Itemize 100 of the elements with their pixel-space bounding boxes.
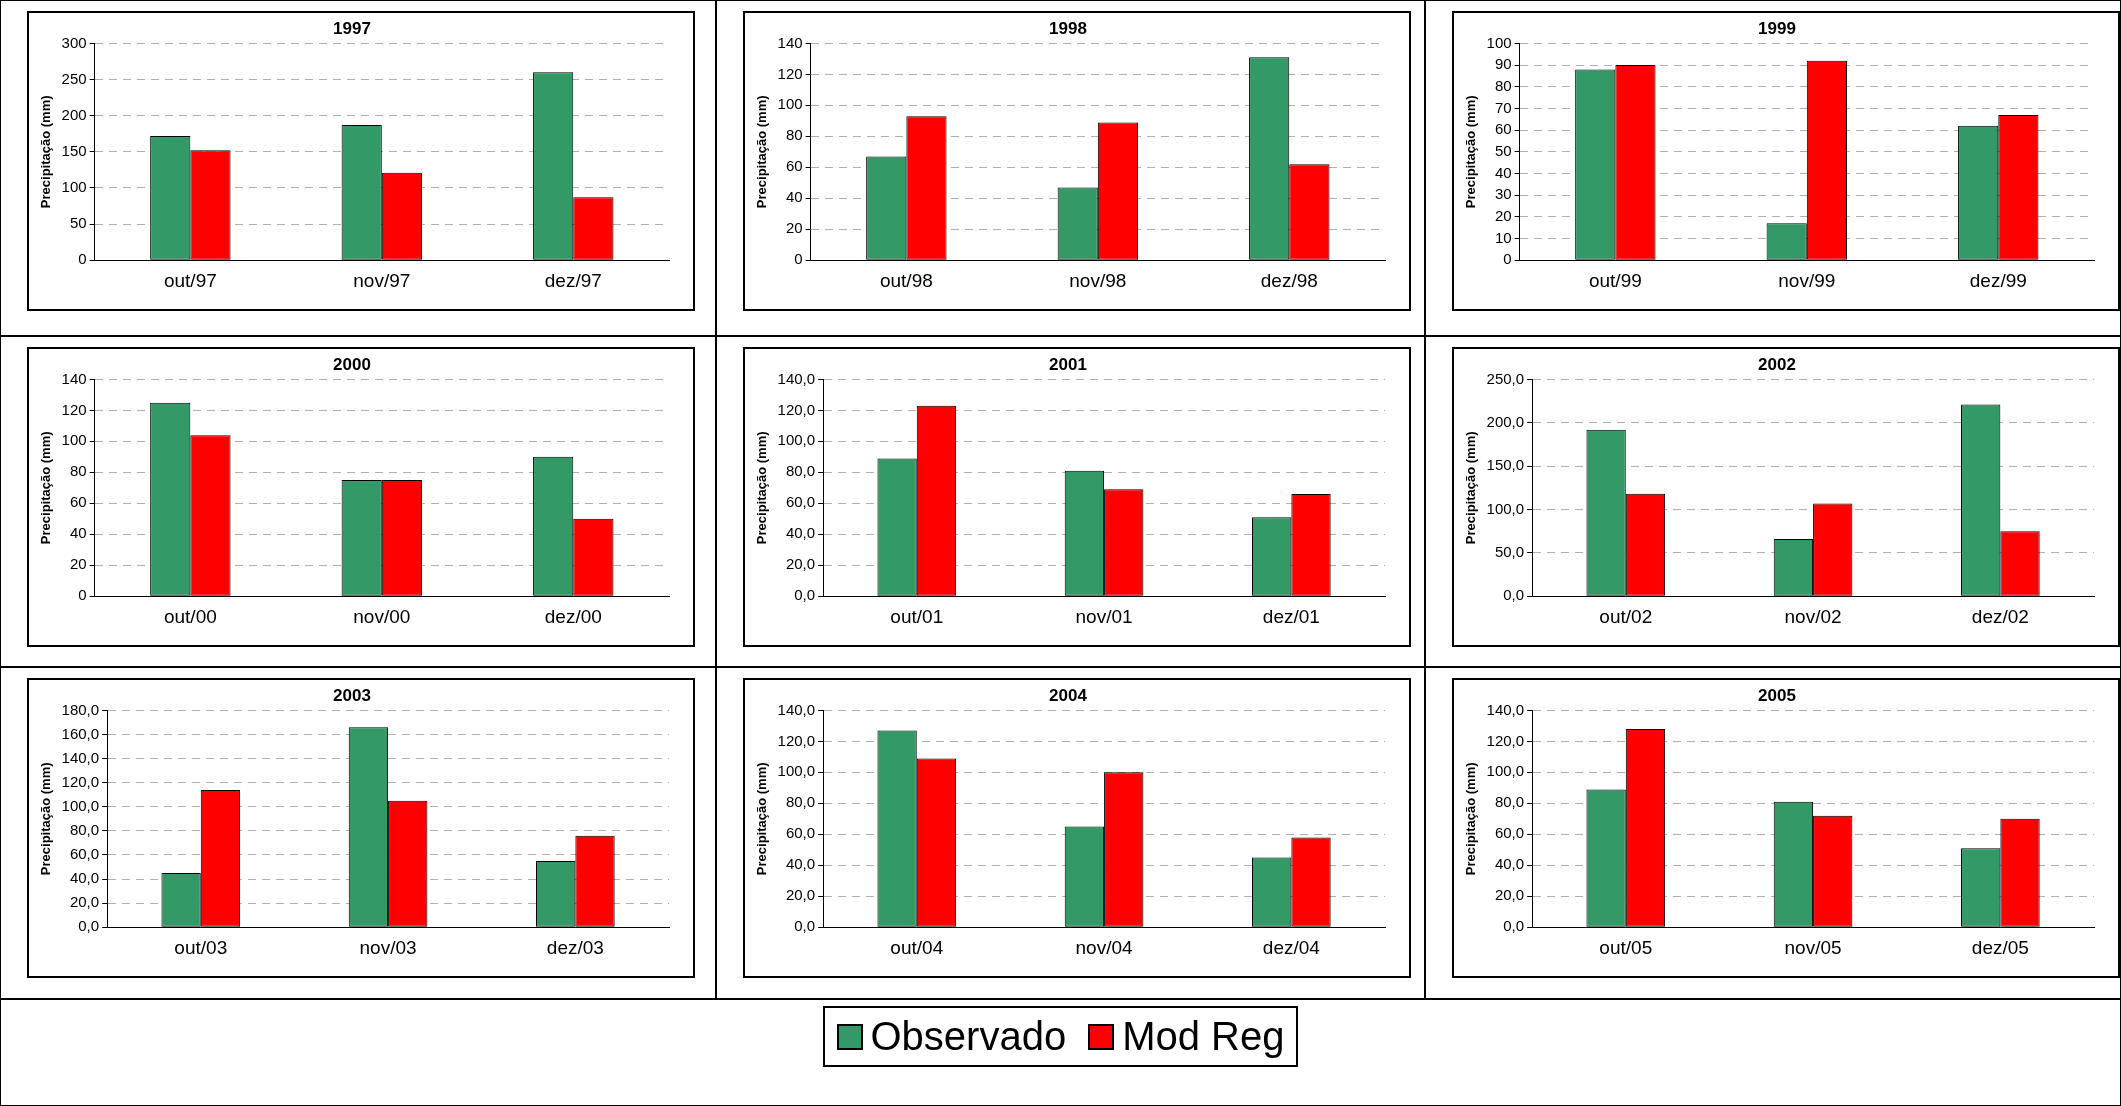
y-axis-title: Precipitação (mm) bbox=[754, 95, 770, 209]
y-tick-label: 100 bbox=[777, 95, 803, 113]
y-tick-label: 60,0 bbox=[785, 493, 816, 511]
y-tick-label: 40,0 bbox=[69, 869, 100, 887]
y-tick-label: 140 bbox=[777, 33, 803, 51]
x-tick-label: out/00 bbox=[163, 605, 217, 627]
y-tick-label: 20 bbox=[69, 555, 87, 573]
x-tick-label: dez/03 bbox=[546, 936, 604, 958]
y-tick-label: 40 bbox=[1494, 163, 1512, 181]
x-tick-label: dez/98 bbox=[1260, 269, 1318, 291]
x-tick-label: dez/00 bbox=[544, 605, 602, 627]
x-tick-label: dez/99 bbox=[1969, 269, 2027, 291]
y-tick-label: 60 bbox=[1494, 120, 1512, 138]
y-axis-title: Precipitação (mm) bbox=[1463, 431, 1479, 545]
y-tick-label: 0,0 bbox=[1503, 586, 1525, 604]
y-tick-label: 160,0 bbox=[61, 724, 100, 742]
chart-title: 1998 bbox=[1049, 18, 1087, 38]
x-tick-label: out/02 bbox=[1599, 605, 1653, 627]
x-tick-label: nov/01 bbox=[1075, 605, 1133, 627]
y-tick-label: 70 bbox=[1494, 98, 1512, 116]
x-tick-label: out/04 bbox=[890, 936, 944, 958]
chart-title: 1999 bbox=[1758, 18, 1796, 38]
y-tick-label: 100,0 bbox=[777, 431, 816, 449]
y-tick-label: 50 bbox=[69, 214, 87, 232]
y-axis-title: Precipitação (mm) bbox=[1463, 762, 1479, 876]
y-tick-label: 100,0 bbox=[777, 762, 816, 780]
y-tick-label: 20,0 bbox=[1494, 886, 1525, 904]
y-tick-label: 100,0 bbox=[1486, 762, 1525, 780]
y-tick-label: 50,0 bbox=[1494, 542, 1525, 560]
y-tick-label: 300 bbox=[61, 33, 87, 51]
x-tick-label: dez/04 bbox=[1262, 936, 1321, 958]
y-tick-label: 40,0 bbox=[785, 855, 816, 873]
x-tick-label: dez/01 bbox=[1262, 605, 1320, 627]
x-tick-label: nov/99 bbox=[1778, 269, 1836, 291]
legend-label: Mod Reg bbox=[1122, 1014, 1285, 1059]
y-tick-label: 20 bbox=[1494, 206, 1512, 224]
x-tick-label: nov/00 bbox=[353, 605, 411, 627]
x-tick-label: nov/04 bbox=[1075, 936, 1134, 958]
y-tick-label: 120,0 bbox=[777, 731, 816, 749]
y-tick-label: 80,0 bbox=[785, 462, 816, 480]
y-tick-label: 150 bbox=[61, 141, 87, 159]
x-tick-label: out/01 bbox=[890, 605, 944, 627]
y-tick-label: 0,0 bbox=[794, 917, 816, 935]
chart-title: 2005 bbox=[1758, 685, 1796, 705]
y-tick-label: 80 bbox=[69, 462, 87, 480]
x-tick-label: nov/98 bbox=[1069, 269, 1127, 291]
chart-title: 2002 bbox=[1758, 354, 1796, 374]
y-tick-label: 100 bbox=[1486, 33, 1512, 51]
y-axis-title: Precipitação (mm) bbox=[38, 431, 54, 545]
y-tick-label: 100 bbox=[61, 431, 87, 449]
y-tick-label: 120 bbox=[61, 400, 87, 418]
y-tick-label: 50 bbox=[1494, 141, 1512, 159]
y-tick-label: 200 bbox=[61, 105, 87, 123]
y-tick-label: 0 bbox=[1503, 250, 1512, 268]
y-tick-label: 60,0 bbox=[785, 824, 816, 842]
x-tick-label: nov/03 bbox=[359, 936, 417, 958]
y-tick-label: 60 bbox=[69, 493, 87, 511]
y-tick-label: 20,0 bbox=[69, 893, 100, 911]
legend-label: Observado bbox=[870, 1014, 1067, 1059]
y-tick-label: 0 bbox=[78, 586, 87, 604]
y-tick-label: 140 bbox=[61, 369, 87, 387]
y-tick-label: 0,0 bbox=[1503, 917, 1525, 935]
x-tick-label: out/05 bbox=[1599, 936, 1653, 958]
chart-title: 2003 bbox=[333, 685, 371, 705]
x-tick-label: out/03 bbox=[174, 936, 228, 958]
y-axis-title: Precipitação (mm) bbox=[1463, 95, 1479, 209]
x-tick-label: nov/05 bbox=[1784, 936, 1842, 958]
chart-title: 1997 bbox=[333, 18, 371, 38]
y-tick-label: 10 bbox=[1494, 228, 1512, 246]
y-tick-label: 60 bbox=[785, 157, 803, 175]
chart-title: 2001 bbox=[1049, 354, 1087, 374]
y-tick-label: 60,0 bbox=[1494, 824, 1525, 842]
y-tick-label: 40,0 bbox=[1494, 855, 1525, 873]
y-tick-label: 40,0 bbox=[785, 524, 816, 542]
x-tick-label: dez/05 bbox=[1971, 936, 2029, 958]
y-tick-label: 180,0 bbox=[61, 700, 100, 718]
y-tick-label: 200,0 bbox=[1486, 412, 1525, 430]
y-tick-label: 40 bbox=[785, 188, 803, 206]
y-tick-label: 140,0 bbox=[61, 748, 100, 766]
y-tick-label: 140,0 bbox=[1486, 700, 1525, 718]
y-tick-label: 60,0 bbox=[69, 845, 100, 863]
y-tick-label: 80 bbox=[1494, 76, 1512, 94]
x-tick-label: out/98 bbox=[879, 269, 933, 291]
y-tick-label: 80 bbox=[785, 126, 803, 144]
y-tick-label: 20 bbox=[785, 219, 803, 237]
y-tick-label: 0,0 bbox=[794, 586, 816, 604]
y-tick-label: 120,0 bbox=[1486, 731, 1525, 749]
y-tick-label: 120,0 bbox=[777, 400, 816, 418]
y-tick-label: 80,0 bbox=[785, 793, 816, 811]
y-axis-title: Precipitação (mm) bbox=[38, 95, 54, 209]
y-tick-label: 100,0 bbox=[1486, 499, 1525, 517]
y-tick-label: 30 bbox=[1494, 185, 1512, 203]
y-tick-label: 140,0 bbox=[777, 369, 816, 387]
y-tick-label: 120 bbox=[777, 64, 803, 82]
y-tick-label: 250 bbox=[61, 69, 87, 87]
y-tick-label: 0 bbox=[78, 250, 87, 268]
x-tick-label: dez/02 bbox=[1971, 605, 2029, 627]
y-tick-label: 100,0 bbox=[61, 796, 100, 814]
y-axis-title: Precipitação (mm) bbox=[38, 762, 54, 876]
chart-title: 2004 bbox=[1049, 685, 1088, 705]
